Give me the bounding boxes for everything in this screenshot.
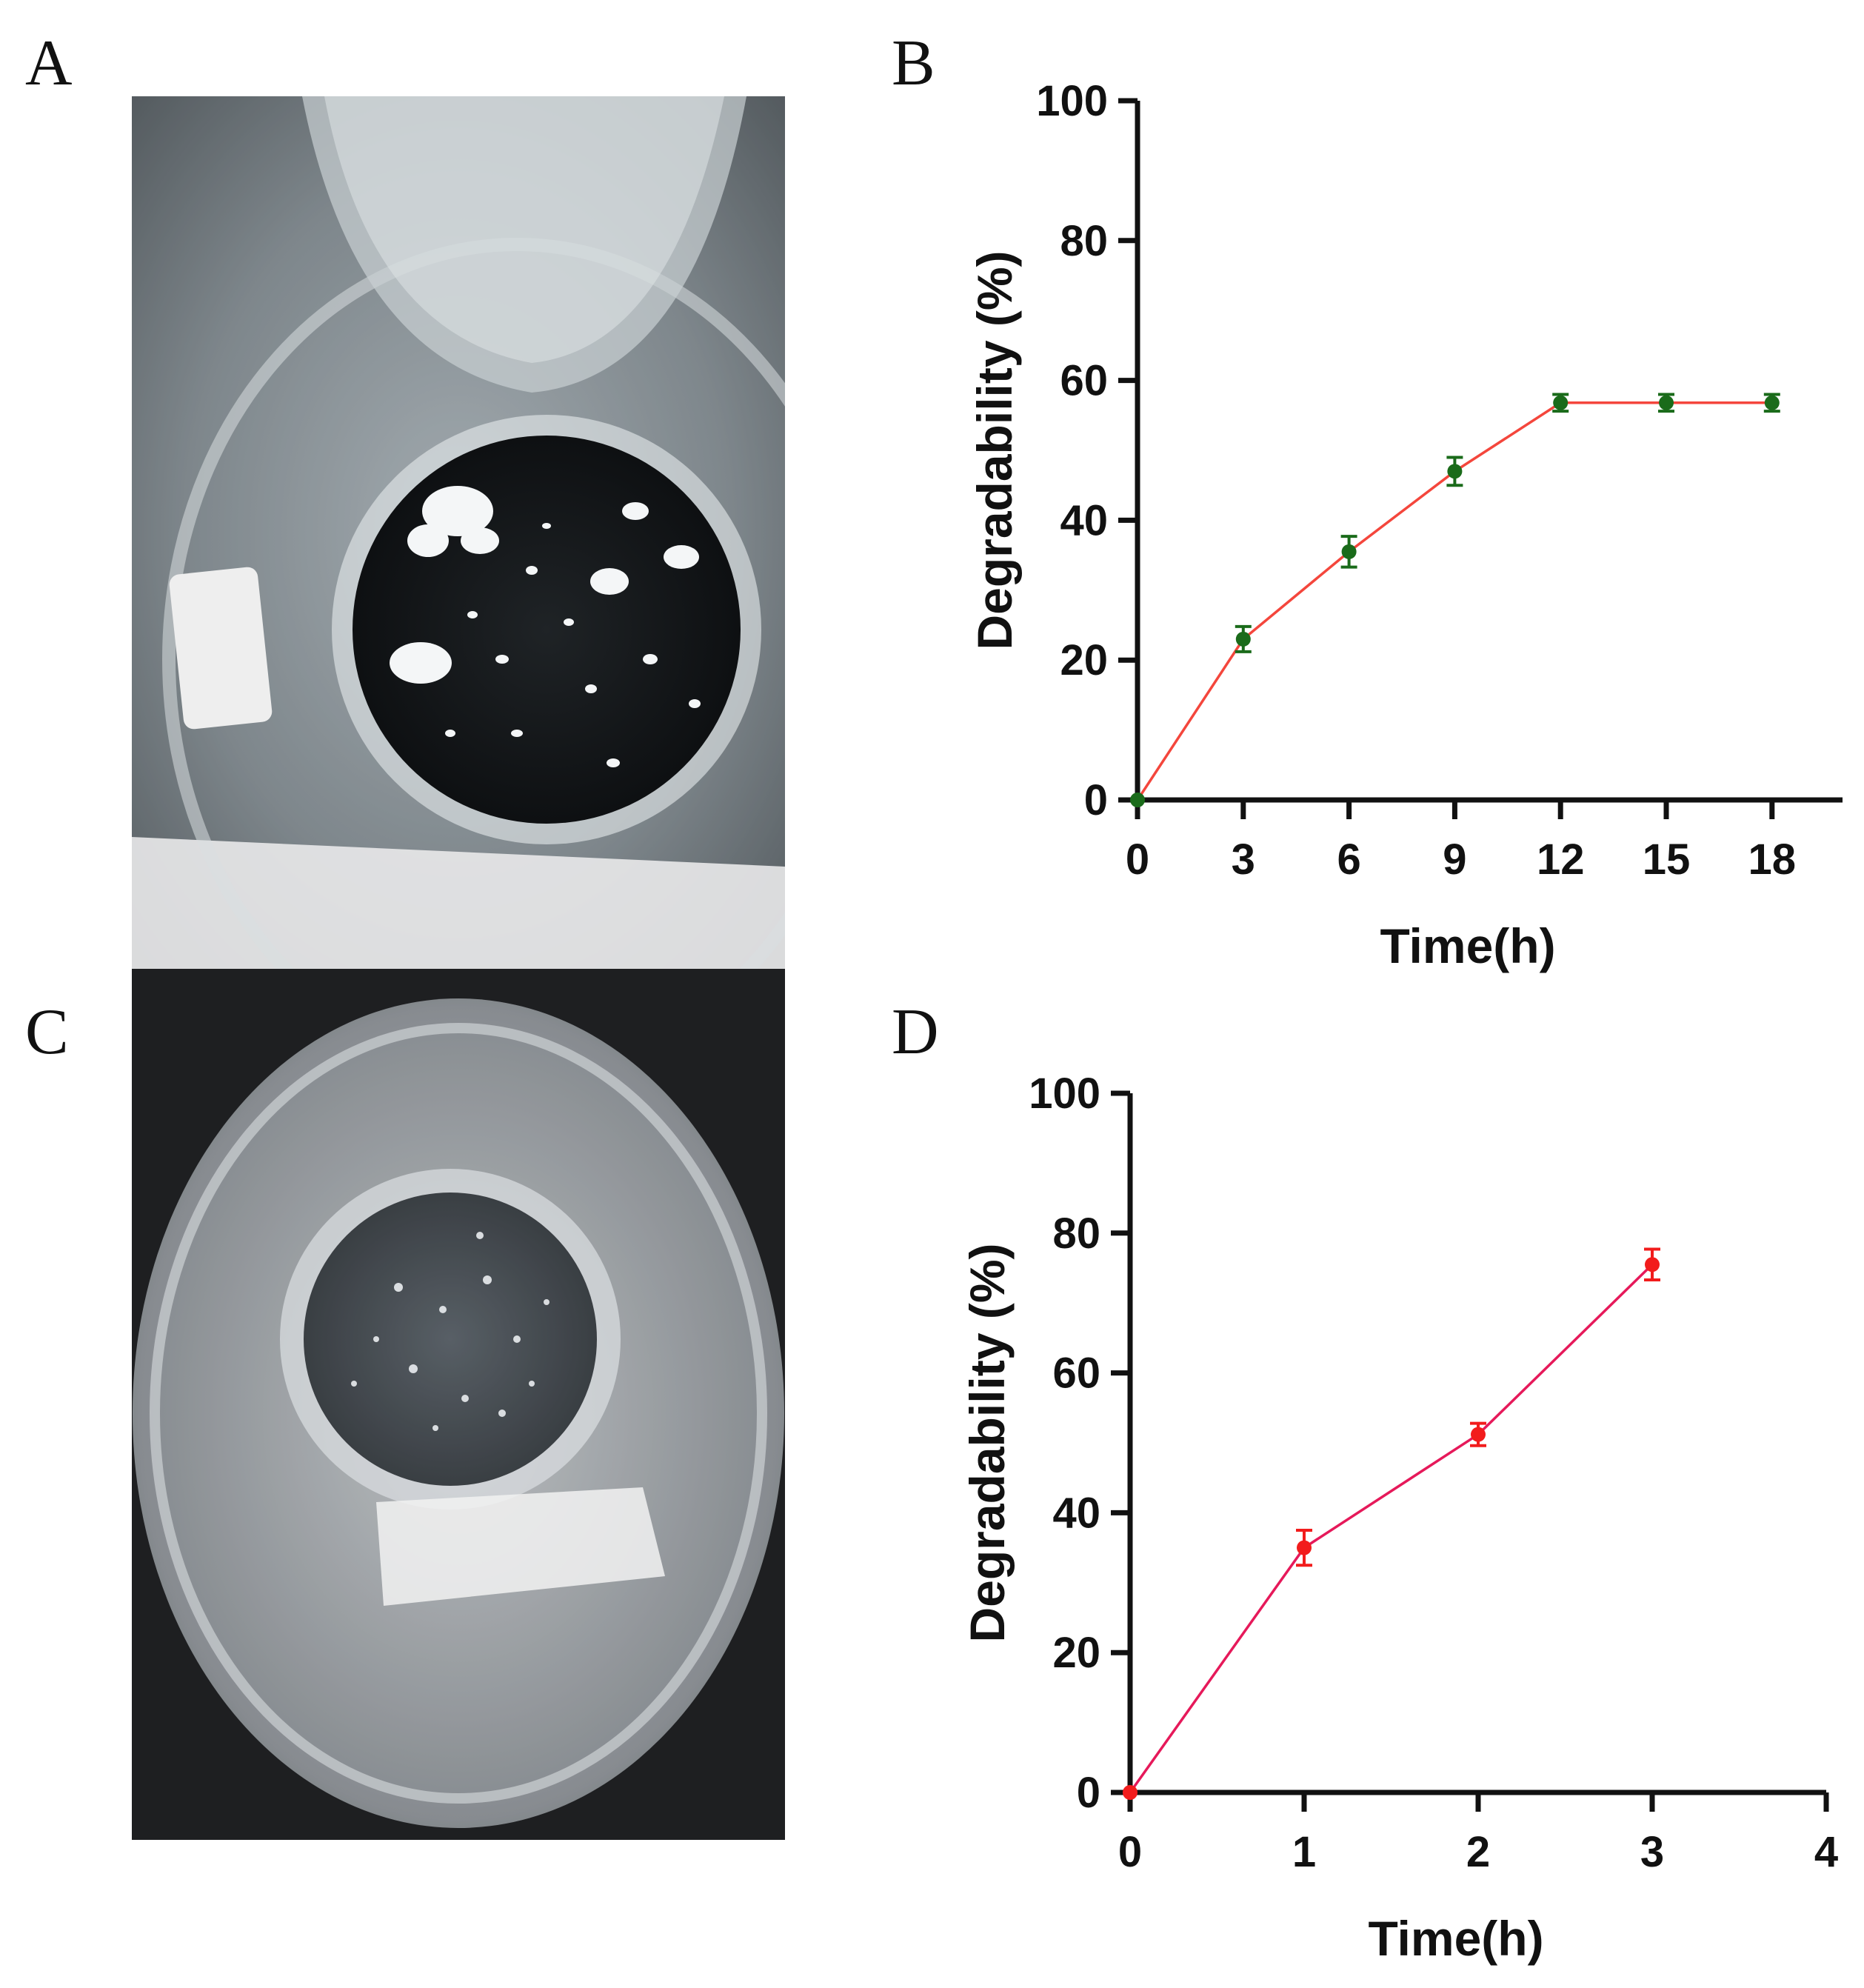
series-line bbox=[1129, 1264, 1654, 1794]
x-tick-label: 3 bbox=[1640, 1828, 1664, 1876]
y-tick-label: 80 bbox=[1060, 217, 1108, 265]
y-tick-label: 20 bbox=[1052, 1629, 1100, 1677]
data-point bbox=[1130, 793, 1145, 807]
x-tick-label: 18 bbox=[1748, 835, 1797, 884]
y-tick-label: 60 bbox=[1060, 357, 1108, 405]
photo-beaker-a bbox=[132, 96, 785, 969]
x-tick-label: 15 bbox=[1643, 835, 1691, 884]
x-tick-label: 1 bbox=[1292, 1828, 1316, 1876]
x-tick-label: 3 bbox=[1232, 835, 1255, 884]
photo-beaker-c bbox=[132, 969, 785, 1840]
y-tick-label: 100 bbox=[1036, 77, 1108, 125]
y-axis-title: Degradability (%) bbox=[967, 250, 1022, 650]
x-axis-title: Time(h) bbox=[1380, 918, 1555, 973]
chart-d: 0 20 40 60 80 100 0 1 2 3 4 Time(h) Degradability (%… bbox=[960, 1070, 1838, 1966]
data-point bbox=[1659, 395, 1674, 410]
data-point bbox=[1123, 1785, 1138, 1800]
x-tick-label: 12 bbox=[1537, 835, 1585, 884]
panel-label-c: C bbox=[25, 996, 69, 1068]
panel-label-d: D bbox=[892, 996, 939, 1068]
photo-a-illustration bbox=[132, 96, 785, 969]
data-point bbox=[1235, 631, 1251, 647]
panel-label-b: B bbox=[892, 27, 935, 99]
panel-label-a: A bbox=[25, 27, 73, 99]
x-tick-label: 0 bbox=[1126, 835, 1149, 884]
x-tick-label: 0 bbox=[1118, 1828, 1142, 1876]
data-point bbox=[1297, 1540, 1312, 1555]
y-tick-label: 40 bbox=[1052, 1489, 1100, 1537]
chart-b: 0 20 40 60 80 100 0 3 6 9 12 15 18 Time(h) Degradabili… bbox=[967, 77, 1843, 973]
data-point bbox=[1341, 544, 1357, 559]
x-tick-label: 9 bbox=[1443, 835, 1466, 884]
y-axis-title: Degradability (%) bbox=[960, 1243, 1015, 1642]
y-tick-label: 80 bbox=[1052, 1210, 1100, 1258]
y-tick-label: 100 bbox=[1029, 1070, 1100, 1118]
y-tick-label: 40 bbox=[1060, 496, 1108, 544]
y-tick-label: 60 bbox=[1052, 1350, 1100, 1398]
photo-c-illustration bbox=[132, 969, 785, 1840]
x-tick-label: 2 bbox=[1466, 1828, 1490, 1876]
x-tick-label: 4 bbox=[1814, 1828, 1838, 1876]
y-tick-label: 0 bbox=[1084, 776, 1108, 824]
data-point bbox=[1645, 1257, 1660, 1272]
x-axis-title: Time(h) bbox=[1368, 1911, 1543, 1966]
y-tick-label: 20 bbox=[1060, 636, 1108, 684]
y-tick-label: 0 bbox=[1077, 1769, 1100, 1817]
data-point bbox=[1553, 395, 1569, 410]
data-point bbox=[1764, 395, 1780, 410]
data-point bbox=[1447, 464, 1463, 479]
data-point bbox=[1471, 1427, 1486, 1442]
x-tick-label: 6 bbox=[1337, 835, 1360, 884]
